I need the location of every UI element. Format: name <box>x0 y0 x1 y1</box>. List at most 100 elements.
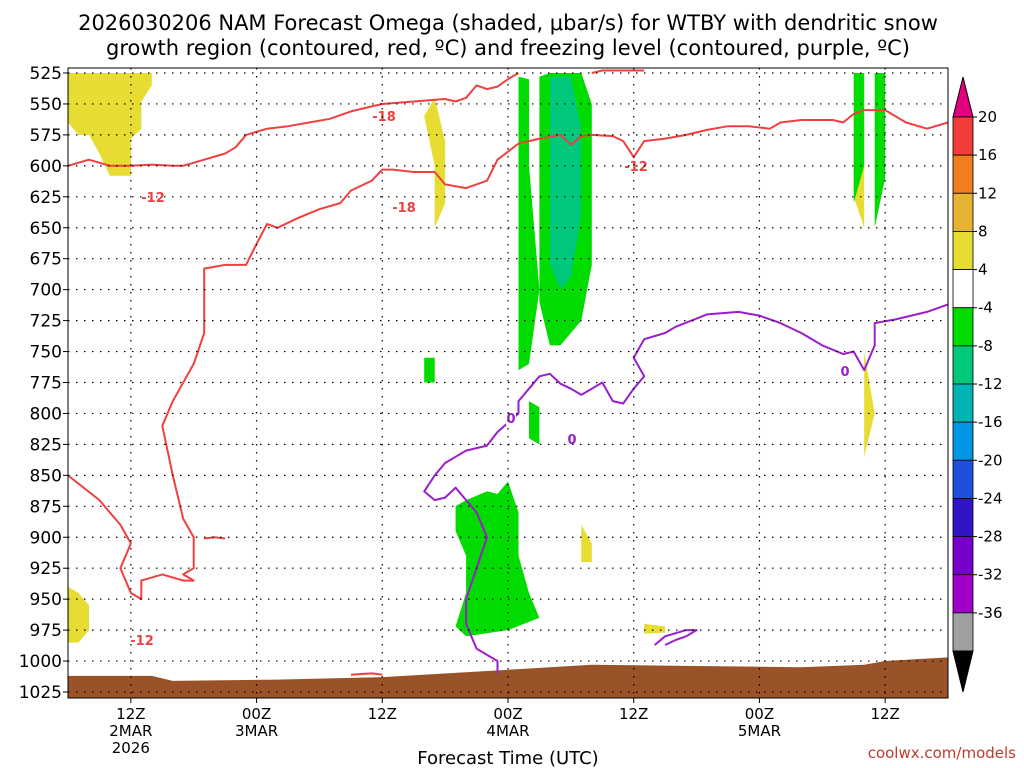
contour-label: -18 <box>392 201 416 216</box>
y-tick-label: 600 <box>30 157 62 177</box>
x-tick-label: 2MAR <box>109 722 152 740</box>
y-tick-label: 675 <box>30 250 62 270</box>
freezing-level-label: 0 <box>840 365 849 380</box>
colorbar-label: 4 <box>978 261 988 279</box>
colorbar-label: -20 <box>978 451 1003 469</box>
y-tick-label: 850 <box>30 466 62 486</box>
colorbar-segment <box>952 498 974 537</box>
omega-region-3 <box>581 524 592 562</box>
colorbar-segment <box>952 231 974 270</box>
y-tick-label: 525 <box>30 64 62 84</box>
colorbar-segment <box>952 612 974 652</box>
y-tick-label: 825 <box>30 435 62 455</box>
contour-line-5 <box>423 303 948 674</box>
omega-region-11 <box>529 401 540 445</box>
colorbar-segment <box>952 269 974 309</box>
colorbar-label: -16 <box>978 413 1003 431</box>
colorbar-label: -4 <box>978 299 993 317</box>
contour-label: -12 <box>141 191 165 206</box>
colorbar-segment <box>952 574 974 614</box>
y-tick-label: 550 <box>30 95 62 115</box>
colorbar-label: -36 <box>978 604 1003 622</box>
x-tick-label: 4MAR <box>486 722 529 740</box>
omega-region-4 <box>644 623 666 634</box>
y-tick-label: 625 <box>30 188 62 208</box>
plot-clip: -18 -12 -18 -12 -12 0 0 0 <box>68 69 959 698</box>
y-tick-label: 1000 <box>19 652 62 672</box>
contour-line-2 <box>68 109 948 601</box>
contour-line-3 <box>204 536 226 540</box>
chart-title-line1: 2026030206 NAM Forecast Omega (shaded, μ… <box>78 11 938 35</box>
freezing-level-label: 0 <box>567 433 576 448</box>
colorbar-label: 16 <box>978 146 997 164</box>
contour-label: -18 <box>372 110 396 125</box>
omega-region-10 <box>518 76 540 371</box>
x-tick-label: 00Z <box>745 705 774 723</box>
omega-region-8 <box>455 481 540 637</box>
freezing-level-label: 0 <box>506 412 515 427</box>
x-tick-label: 00Z <box>242 705 271 723</box>
y-tick-label: 775 <box>30 374 62 394</box>
contour-line-1 <box>591 69 645 74</box>
x-tick-label: 12Z <box>116 705 145 723</box>
colorbar: 20 16 12 8 4 -4 -8 -12 -16 -20 -24 -28 -32 -36 <box>952 76 1003 693</box>
contour-label: -12 <box>130 634 154 649</box>
x-tick-label: 12Z <box>619 705 648 723</box>
colorbar-segment <box>952 154 974 194</box>
credit-text: coolwx.com/models <box>868 744 1016 762</box>
colorbar-segment <box>952 345 974 385</box>
y-tick-label: 700 <box>30 281 62 301</box>
colorbar-segment <box>952 459 974 499</box>
omega-region-14 <box>853 73 865 203</box>
colorbar-segment <box>952 383 974 423</box>
x-tick-label: 12Z <box>870 705 899 723</box>
x-tick-label: 00Z <box>493 705 522 723</box>
y-tick-label: 575 <box>30 126 62 146</box>
colorbar-segment <box>952 421 974 461</box>
y-tick-label: 1025 <box>19 683 62 703</box>
y-tick-label: 875 <box>30 497 62 517</box>
omega-region-9 <box>424 357 435 383</box>
y-tick-label: 650 <box>30 219 62 239</box>
omega-region-1 <box>68 586 89 643</box>
y-tick-label: 725 <box>30 312 62 332</box>
omega-region-2 <box>424 97 446 228</box>
chart-title-line2: growth region (contoured, red, ºC) and f… <box>106 36 910 60</box>
colorbar-segment <box>952 116 974 156</box>
colorbar-segment <box>952 307 974 347</box>
omega-region-0 <box>68 73 152 176</box>
x-tick-label: 12Z <box>368 705 397 723</box>
y-axis: 525 550 575 600 625 650 675 700 725 750 775 800 825 8… <box>19 64 68 703</box>
x-tick-label: 3MAR <box>235 722 278 740</box>
y-tick-label: 975 <box>30 621 62 641</box>
contour-label: -12 <box>624 160 648 175</box>
x-tick-label: 2026 <box>112 739 150 757</box>
y-tick-label: 750 <box>30 343 62 363</box>
grid <box>68 68 948 698</box>
colorbar-bottom-arrow <box>952 650 974 693</box>
colorbar-label: -24 <box>978 489 1003 507</box>
x-tick-label: 5MAR <box>738 722 781 740</box>
omega-region-13 <box>549 76 582 290</box>
omega-region-16 <box>948 73 959 92</box>
colorbar-label: 20 <box>978 108 997 126</box>
plot-area: -18 -12 -18 -12 -12 0 0 0 <box>68 69 959 698</box>
colorbar-label: -8 <box>978 337 993 355</box>
y-tick-label: 900 <box>30 528 62 548</box>
omega-region-15 <box>874 73 886 228</box>
contour-line-0 <box>68 72 520 167</box>
terrain <box>68 657 948 698</box>
colorbar-label: -12 <box>978 375 1003 393</box>
y-tick-label: 925 <box>30 559 62 579</box>
colorbar-top-arrow <box>952 76 974 118</box>
contour-line-4 <box>350 672 383 676</box>
y-tick-label: 800 <box>30 404 62 424</box>
plot-frame <box>67 67 949 699</box>
omega-region-6 <box>864 351 875 457</box>
colorbar-label: -32 <box>978 566 1003 584</box>
colorbar-label: 8 <box>978 222 988 240</box>
x-axis-label: Forecast Time (UTC) <box>417 748 598 768</box>
colorbar-segment <box>952 192 974 232</box>
